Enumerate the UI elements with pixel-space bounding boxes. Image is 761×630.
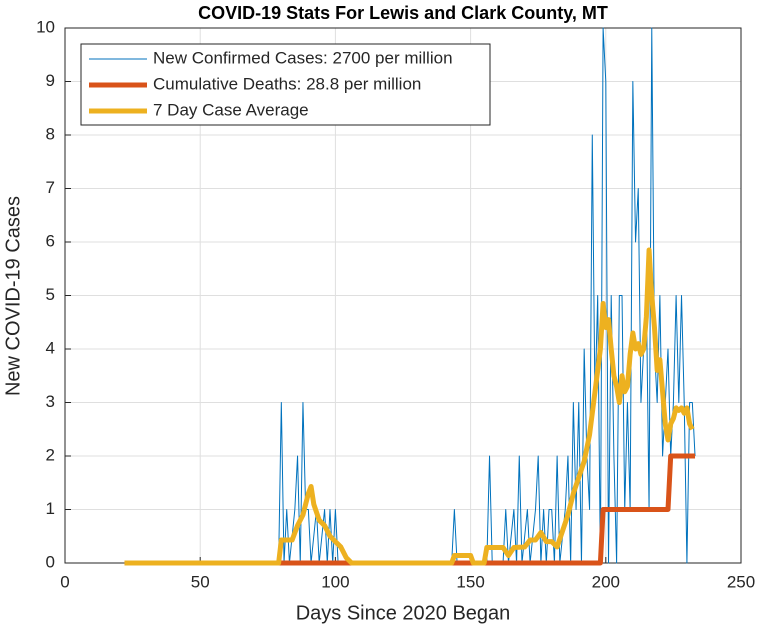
y-tick-label: 10	[36, 17, 55, 36]
x-tick-label: 250	[727, 572, 755, 591]
y-tick-label: 7	[46, 178, 55, 197]
y-tick-label: 9	[46, 71, 55, 90]
x-tick-label: 200	[592, 572, 620, 591]
y-tick-label: 2	[46, 445, 55, 464]
series-line	[124, 247, 695, 566]
y-tick-label: 6	[46, 231, 55, 250]
y-axis-label: New COVID-19 Cases	[2, 196, 24, 396]
legend-label: Cumulative Deaths: 28.8 per million	[153, 74, 421, 93]
legend-label: New Confirmed Cases: 2700 per million	[153, 48, 453, 67]
y-tick-label: 0	[46, 552, 55, 571]
y-tick-label: 3	[46, 392, 55, 411]
y-tick-label: 1	[46, 499, 55, 518]
y-tick-label: 5	[46, 285, 55, 304]
x-axis-label: Days Since 2020 Began	[296, 602, 511, 624]
x-tick-label: 50	[191, 572, 210, 591]
legend-box	[80, 43, 491, 126]
series-line	[124, 453, 696, 566]
x-tick-label: 150	[456, 572, 484, 591]
chart-title: COVID-19 Stats For Lewis and Clark Count…	[198, 3, 608, 23]
x-tick-label: 100	[321, 572, 349, 591]
x-tick-label: 0	[60, 572, 69, 591]
series-line	[124, 27, 696, 564]
y-tick-label: 8	[46, 124, 55, 143]
legend-label: 7 Day Case Average	[153, 100, 309, 119]
y-tick-label: 4	[46, 338, 55, 357]
